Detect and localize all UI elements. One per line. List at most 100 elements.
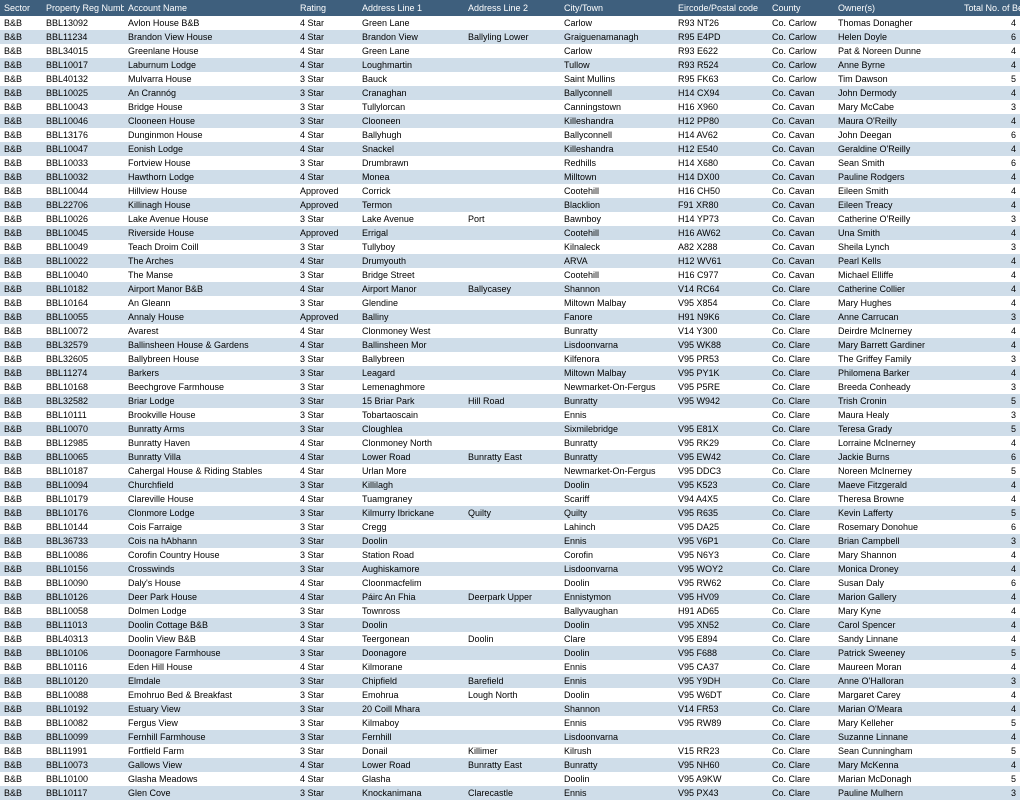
table-cell: 4 <box>960 688 1020 702</box>
table-cell: BBL32579 <box>42 338 124 352</box>
table-row: B&BBBL10082Fergus View3 StarKilmaboyEnni… <box>0 716 1020 730</box>
table-cell: Co. Cavan <box>768 128 834 142</box>
table-cell: 3 Star <box>296 156 358 170</box>
table-cell <box>464 772 560 786</box>
table-cell: BBL10045 <box>42 226 124 240</box>
table-cell: 3 Star <box>296 520 358 534</box>
table-cell: A82 X288 <box>674 240 768 254</box>
table-cell: Eonish Lodge <box>124 142 296 156</box>
table-cell <box>464 520 560 534</box>
table-row: B&BBBL13092Avlon House B&B4 StarGreen La… <box>0 16 1020 30</box>
table-cell: Quilty <box>464 506 560 520</box>
table-cell: Green Lane <box>358 16 464 30</box>
table-cell: Elmdale <box>124 674 296 688</box>
table-cell: Anne Byrne <box>834 58 960 72</box>
table-cell: 4 <box>960 366 1020 380</box>
table-cell: Gallows View <box>124 758 296 772</box>
table-cell: Eileen Smith <box>834 184 960 198</box>
table-cell: B&B <box>0 660 42 674</box>
table-row: B&BBBL10073Gallows View4 StarLower RoadB… <box>0 758 1020 772</box>
table-cell: V95 HV09 <box>674 590 768 604</box>
table-cell: BBL40313 <box>42 632 124 646</box>
table-cell: B&B <box>0 86 42 100</box>
table-cell: Termon <box>358 198 464 212</box>
table-cell: Doolin <box>560 618 674 632</box>
table-cell: Co. Clare <box>768 338 834 352</box>
table-cell: B&B <box>0 548 42 562</box>
table-cell: 4 <box>960 604 1020 618</box>
table-cell: 6 <box>960 520 1020 534</box>
table-cell: B&B <box>0 744 42 758</box>
table-row: B&BBBL10164An Gleann3 StarGlendineMiltow… <box>0 296 1020 310</box>
table-cell: 3 <box>960 352 1020 366</box>
table-cell: Lake Avenue <box>358 212 464 226</box>
table-cell: B&B <box>0 576 42 590</box>
table-cell: 3 Star <box>296 534 358 548</box>
table-cell: Approved <box>296 198 358 212</box>
table-cell: Blacklion <box>560 198 674 212</box>
table-cell: Una Smith <box>834 226 960 240</box>
table-cell: Chipfield <box>358 674 464 688</box>
table-cell: Co. Clare <box>768 464 834 478</box>
table-cell: Doolin <box>560 576 674 590</box>
table-cell: 15 Briar Park <box>358 394 464 408</box>
table-cell: Monea <box>358 170 464 184</box>
table-cell: BBL13176 <box>42 128 124 142</box>
table-cell: Co. Clare <box>768 744 834 758</box>
table-cell: Michael Elliffe <box>834 268 960 282</box>
table-row: B&BBBL10156Crosswinds3 StarAughiskamoreL… <box>0 562 1020 576</box>
table-cell: 4 <box>960 702 1020 716</box>
table-cell: Deirdre McInerney <box>834 324 960 338</box>
table-cell: Tim Dawson <box>834 72 960 86</box>
table-cell: 3 <box>960 212 1020 226</box>
table-cell: H14 CX94 <box>674 86 768 100</box>
table-cell: ARVA <box>560 254 674 268</box>
table-cell: Ennis <box>560 716 674 730</box>
table-cell: BBL10058 <box>42 604 124 618</box>
table-cell: BBL10182 <box>42 282 124 296</box>
table-cell: Beechgrove Farmhouse <box>124 380 296 394</box>
table-cell: Co. Clare <box>768 366 834 380</box>
table-cell: Quilty <box>560 506 674 520</box>
table-cell <box>464 142 560 156</box>
table-cell: Doonagore Farmhouse <box>124 646 296 660</box>
table-cell: Co. Clare <box>768 520 834 534</box>
table-cell: H14 AV62 <box>674 128 768 142</box>
col-header: Address Line 2 <box>464 0 560 16</box>
table-cell: Co. Cavan <box>768 184 834 198</box>
table-cell: V95 E81X <box>674 422 768 436</box>
table-cell: Ballinsheen House & Gardens <box>124 338 296 352</box>
table-cell: 4 <box>960 562 1020 576</box>
table-cell: Deer Park House <box>124 590 296 604</box>
table-cell: Co. Carlow <box>768 58 834 72</box>
table-cell <box>464 562 560 576</box>
table-cell: Co. Carlow <box>768 16 834 30</box>
table-cell: Catherine O'Reilly <box>834 212 960 226</box>
table-cell: Mary Barrett Gardiner <box>834 338 960 352</box>
table-row: B&BBBL10176Clonmore Lodge3 StarKilmurry … <box>0 506 1020 520</box>
table-cell: H16 X960 <box>674 100 768 114</box>
table-cell: 3 <box>960 534 1020 548</box>
table-cell: V95 PY1K <box>674 366 768 380</box>
table-cell: Bunratty East <box>464 450 560 464</box>
table-cell: Doolin <box>358 534 464 548</box>
table-row: B&BBBL40313Doolin View B&B4 StarTeergone… <box>0 632 1020 646</box>
table-cell: BBL11274 <box>42 366 124 380</box>
table-cell: Lower Road <box>358 758 464 772</box>
table-cell: 4 Star <box>296 142 358 156</box>
table-cell: B&B <box>0 240 42 254</box>
table-cell: B&B <box>0 520 42 534</box>
table-cell: Saint Mullins <box>560 72 674 86</box>
table-cell: Brian Campbell <box>834 534 960 548</box>
table-cell: 5 <box>960 464 1020 478</box>
table-cell: 6 <box>960 156 1020 170</box>
table-cell: B&B <box>0 30 42 44</box>
table-cell: Hillview House <box>124 184 296 198</box>
table-row: B&BBBL10117Glen Cove3 StarKnockanimanaCl… <box>0 786 1020 800</box>
table-cell: R95 FK63 <box>674 72 768 86</box>
table-cell: BBL10046 <box>42 114 124 128</box>
table-cell: Bunratty <box>560 394 674 408</box>
table-cell: Avlon House B&B <box>124 16 296 30</box>
table-cell: Redhills <box>560 156 674 170</box>
table-cell: V14 FR53 <box>674 702 768 716</box>
